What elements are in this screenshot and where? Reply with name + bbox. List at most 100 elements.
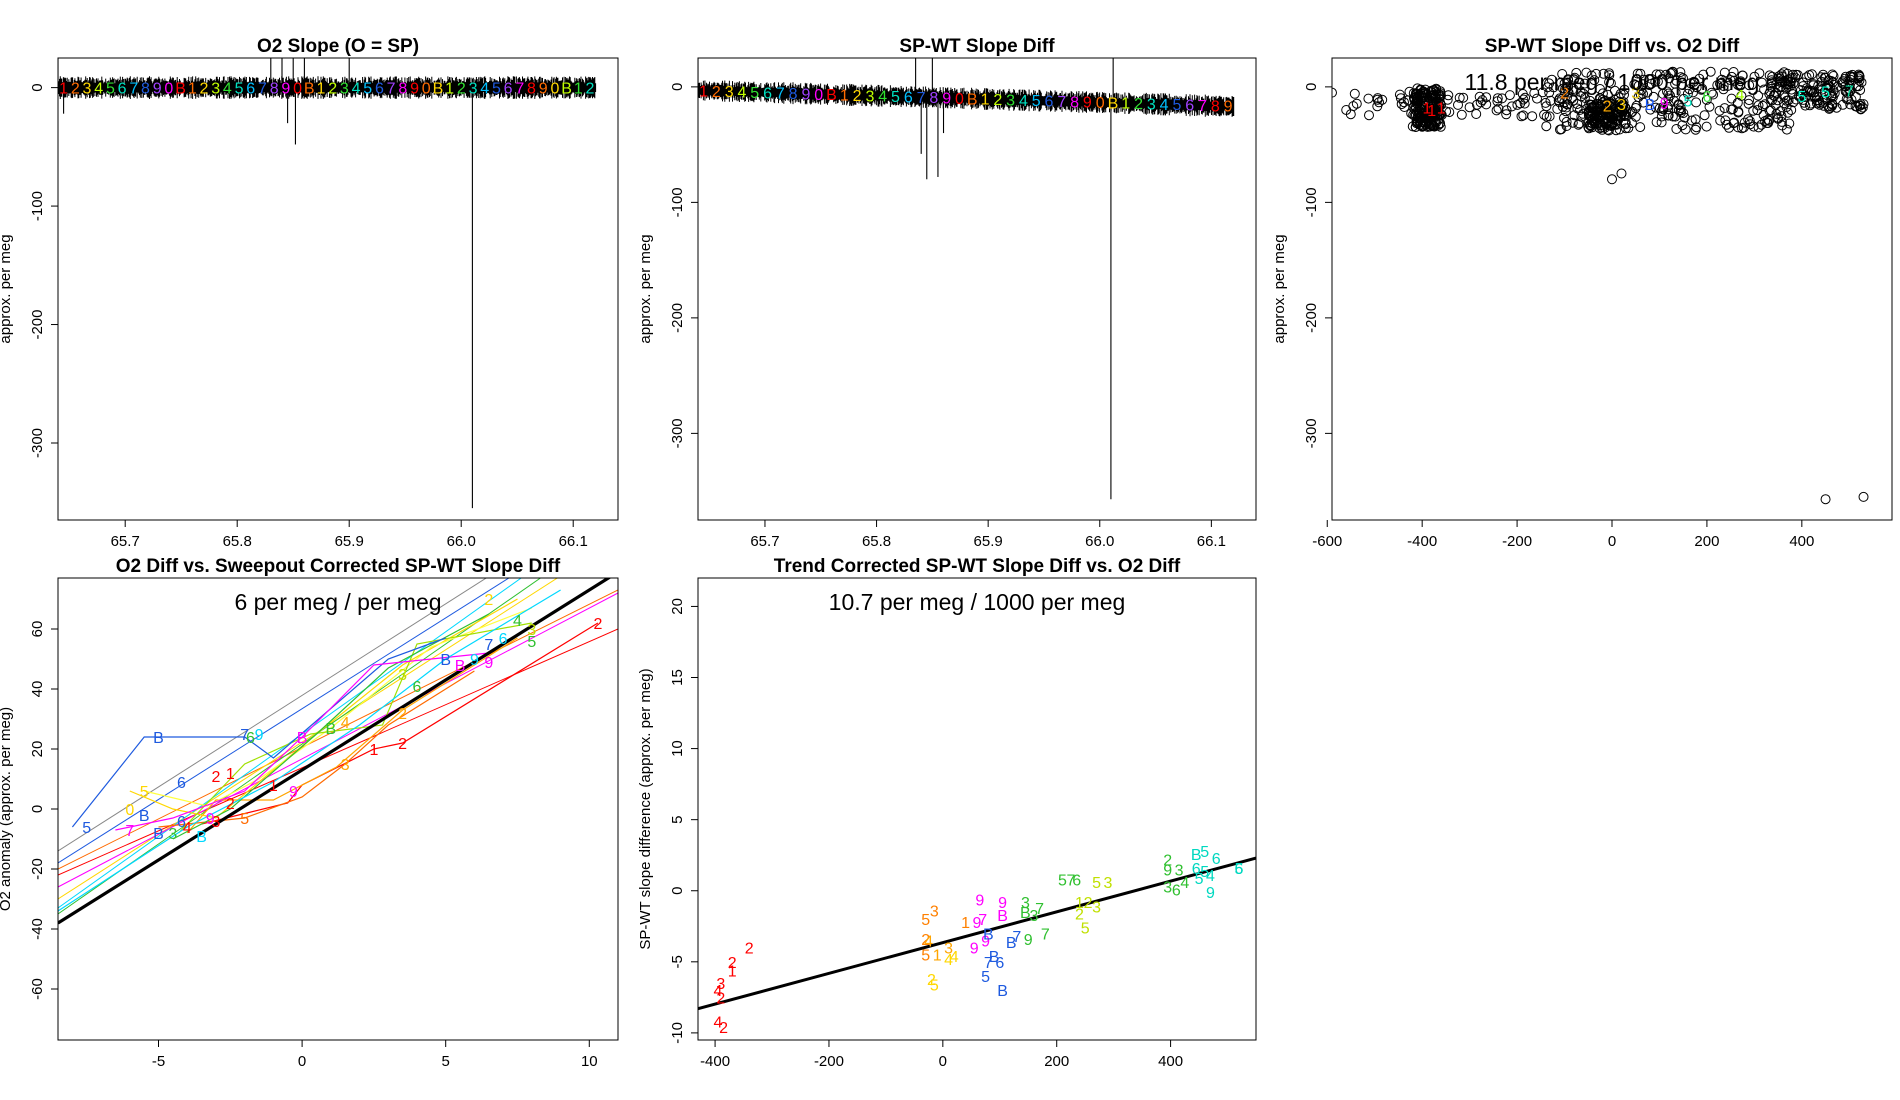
digit-marker: B — [297, 730, 308, 747]
data-point — [1701, 121, 1712, 132]
digit-marker: 3 — [211, 81, 220, 98]
y-axis-label: approx. per meg — [0, 234, 14, 343]
data-point — [1781, 102, 1792, 113]
data-point — [1518, 94, 1529, 105]
data-point — [1569, 72, 1580, 83]
y-tick-label: 5 — [669, 815, 686, 823]
data-point — [1458, 92, 1469, 103]
digit-marker: 3 — [398, 667, 407, 684]
data-point — [1349, 88, 1360, 99]
y-tick-label: 60 — [29, 621, 46, 638]
data-point — [1845, 74, 1856, 85]
digit-marker: 2 — [921, 932, 930, 949]
data-point — [1816, 81, 1827, 92]
digit-marker: 4 — [924, 933, 933, 950]
data-point — [1708, 89, 1719, 100]
data-point — [1544, 87, 1555, 98]
digit-marker: 5 — [1092, 875, 1101, 892]
data-point — [1684, 84, 1695, 95]
digit-marker: 6 — [177, 775, 186, 792]
digit-marker: 5 — [1821, 84, 1830, 101]
data-point — [1519, 98, 1530, 109]
data-point — [1635, 68, 1646, 79]
digit-marker: 1 — [1121, 96, 1130, 113]
y-tick-label: 15 — [669, 669, 686, 686]
digit-marker: 3 — [865, 88, 874, 105]
data-point — [1828, 71, 1839, 81]
data-point — [1802, 86, 1813, 97]
data-point — [1399, 102, 1410, 112]
data-point — [1821, 82, 1832, 93]
regression-line — [698, 856, 1256, 1011]
data-point — [1791, 69, 1802, 80]
data-point — [1663, 88, 1674, 99]
y-tick-label: 10 — [669, 740, 686, 757]
data-point — [1558, 83, 1568, 94]
digit-marker: B — [175, 81, 186, 98]
data-point — [1601, 118, 1612, 129]
data-point — [1845, 99, 1856, 110]
data-point — [1541, 121, 1552, 132]
digit-marker: 0 — [955, 91, 964, 108]
digit-marker: 6 — [1045, 94, 1054, 111]
y-tick-label: -5 — [669, 955, 686, 968]
data-point — [1760, 116, 1771, 126]
data-point — [1858, 99, 1869, 110]
digit-marker: 3 — [211, 814, 220, 831]
digit-marker: 2 — [593, 616, 602, 633]
data-point — [1766, 81, 1776, 92]
digit-marker: 7 — [129, 81, 138, 98]
digit-marker: 6 — [118, 81, 127, 98]
data-point — [1776, 111, 1787, 122]
data-point — [1656, 117, 1667, 128]
fit-line — [58, 578, 510, 864]
data-point — [1453, 99, 1463, 110]
digit-marker: 6 — [246, 730, 255, 747]
data-point — [1609, 109, 1620, 120]
x-tick-label: -200 — [1502, 533, 1532, 550]
data-point — [1587, 118, 1597, 129]
digit-marker: 6 — [1192, 861, 1201, 878]
digit-marker: 5 — [527, 634, 536, 651]
data-point — [1568, 84, 1579, 94]
data-point — [1561, 121, 1572, 131]
data-point — [1705, 66, 1716, 77]
y-axis-label: O2 anomaly (approx. per meg) — [0, 707, 14, 911]
data-point — [1537, 87, 1548, 98]
digit-marker: B — [153, 826, 164, 843]
digit-marker: 9 — [255, 727, 264, 744]
digit-marker: 7 — [240, 727, 249, 744]
data-point — [1804, 70, 1815, 81]
plot-area: 11 122 33B 9 5 6 4 5 5 7 — [1332, 66, 1869, 505]
regression-line — [58, 578, 612, 925]
data-point — [1576, 91, 1587, 102]
digit-marker: 1 — [226, 766, 235, 783]
digit-marker: 7 — [978, 912, 987, 929]
digit-marker: 9 — [1206, 885, 1215, 902]
data-point — [1411, 88, 1422, 99]
digit-marker: 5 — [1032, 93, 1041, 110]
data-point — [1739, 117, 1750, 128]
series-line — [115, 652, 489, 831]
data-point — [1406, 108, 1417, 119]
x-tick-label: 10 — [581, 1053, 598, 1070]
data-point — [1748, 121, 1759, 132]
data-point — [1607, 118, 1618, 129]
data-point — [1744, 116, 1755, 127]
data-point — [1840, 86, 1851, 97]
data-point — [1501, 105, 1512, 116]
y-tick-label: 20 — [29, 741, 46, 758]
digit-marker: 5 — [921, 912, 930, 929]
digit-marker: 6 — [995, 955, 1004, 972]
digit-marker: 2 — [1163, 852, 1172, 869]
data-point — [1824, 102, 1835, 113]
digit-marker: 5 — [891, 89, 900, 106]
outlier-point — [1332, 87, 1337, 98]
series-noise — [58, 76, 597, 99]
data-point — [1497, 93, 1507, 104]
digit-marker: 2 — [1134, 96, 1143, 113]
series-line — [172, 613, 490, 840]
